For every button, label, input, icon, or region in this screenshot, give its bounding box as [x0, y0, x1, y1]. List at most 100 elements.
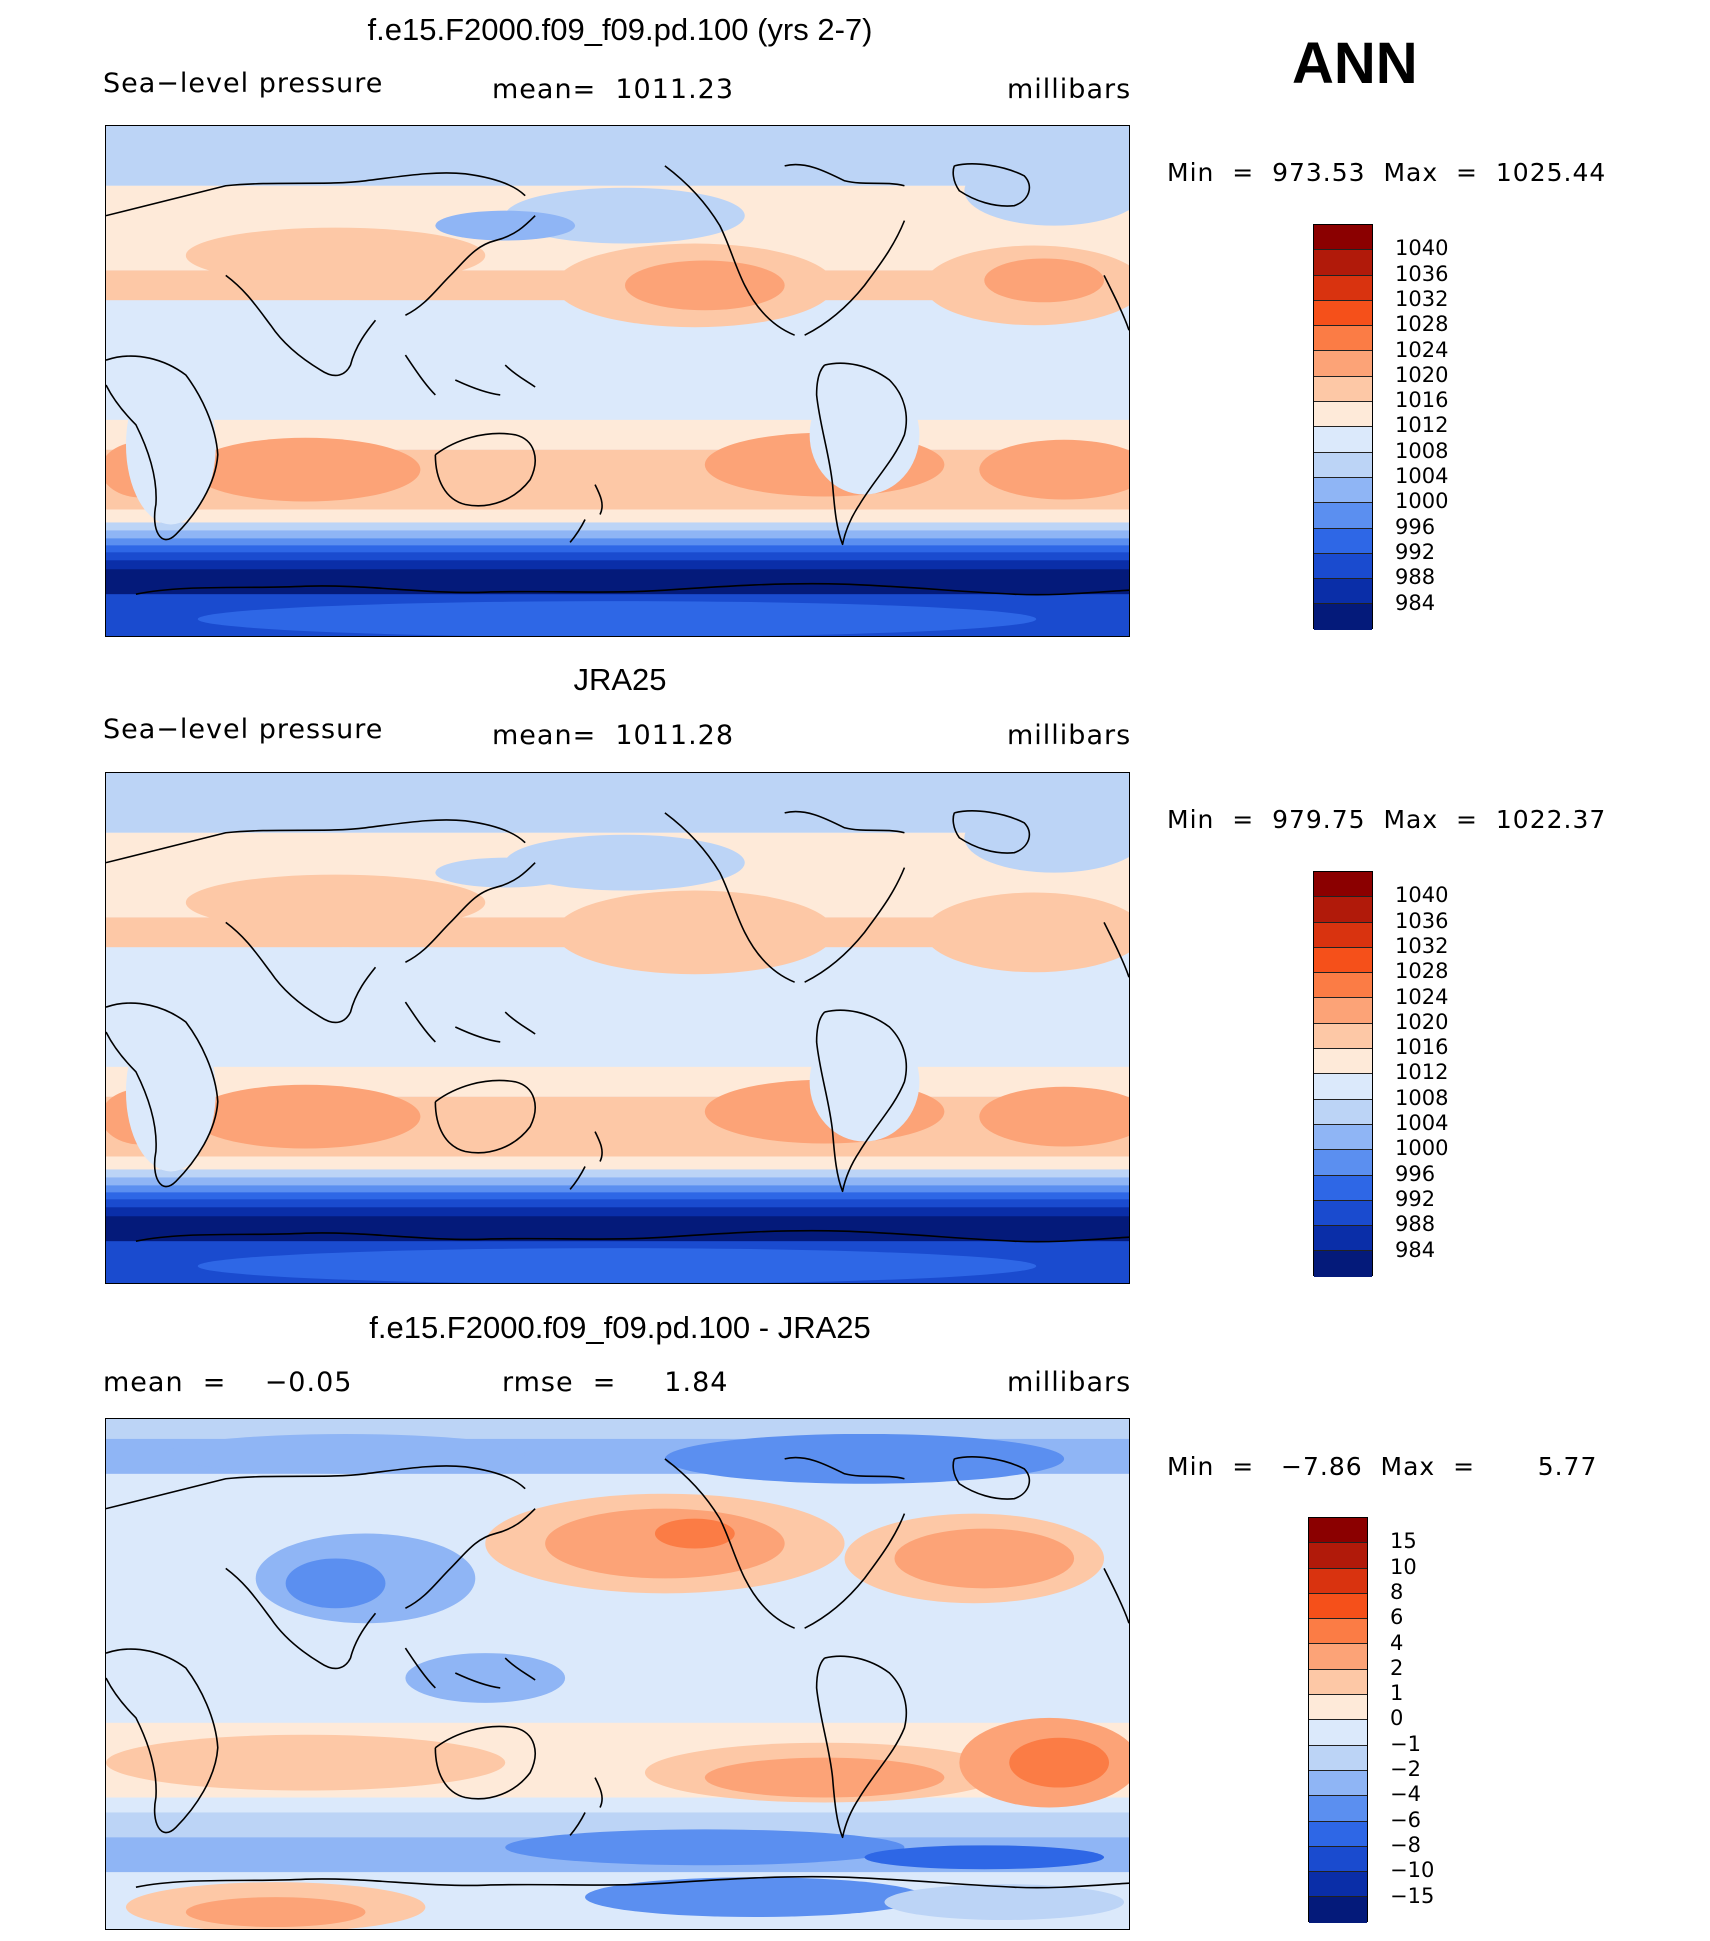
- colorbar-label: 1012: [1395, 1060, 1449, 1085]
- colorbar-label: 1008: [1395, 1085, 1449, 1110]
- colorbar-swatches: [1308, 1517, 1368, 1923]
- coastline: [106, 1648, 219, 1834]
- colorbar-label: 8: [1390, 1579, 1404, 1604]
- colorbar-swatch: [1314, 998, 1372, 1024]
- contour-field: [106, 126, 1129, 636]
- colorbar-swatch: [1314, 225, 1372, 251]
- panel-2-right-label: millibars: [1007, 720, 1132, 751]
- colorbar-label: 996: [1395, 1161, 1436, 1186]
- colorbar-swatch: [1314, 1251, 1372, 1277]
- colorbar-swatch: [1314, 1226, 1372, 1252]
- colorbar-label: 4: [1390, 1630, 1404, 1655]
- coastline: [225, 1567, 377, 1670]
- coastline: [1103, 922, 1129, 978]
- colorbar-swatch: [1314, 1074, 1372, 1100]
- coastline: [106, 819, 526, 864]
- colorbar-label: 996: [1395, 514, 1436, 539]
- colorbar-label: −1: [1390, 1731, 1421, 1756]
- colorbar-label: 1020: [1395, 1009, 1449, 1034]
- colorbar-label: 1036: [1395, 908, 1449, 933]
- colorbar-swatch: [1314, 427, 1372, 453]
- colorbar-label: 1040: [1395, 236, 1449, 261]
- colorbar-swatch: [1314, 275, 1372, 301]
- colorbar-label: 984: [1395, 1237, 1436, 1262]
- coastline: [135, 1229, 1129, 1243]
- coastline: [225, 274, 377, 377]
- colorbar-swatch: [1309, 1897, 1367, 1923]
- colorbar-swatch: [1314, 1049, 1372, 1075]
- contour-field: [106, 773, 1129, 1283]
- coastline: [434, 1079, 536, 1154]
- coastline: [106, 1465, 526, 1510]
- coastline: [815, 362, 908, 546]
- colorbar-swatch: [1309, 1518, 1367, 1544]
- colorbar-label: 1028: [1395, 312, 1449, 337]
- colorbar-label: 1012: [1395, 413, 1449, 438]
- colorbar-label: 1004: [1395, 464, 1449, 488]
- panel-2-map: [105, 772, 1130, 1284]
- colorbar-swatch: [1314, 326, 1372, 352]
- panel-1-right-label: millibars: [1007, 74, 1132, 105]
- panel-1-title: f.e15.F2000.f09_f09.pd.100 (yrs 2-7): [367, 12, 873, 47]
- panel-2-left-label: Sea−level pressure: [103, 714, 384, 745]
- colorbar-label: 988: [1395, 565, 1436, 590]
- coastline: [952, 163, 1031, 207]
- colorbar-swatch: [1314, 973, 1372, 999]
- colorbar-swatch: [1314, 947, 1372, 974]
- coastline: [569, 1131, 603, 1190]
- colorbar-swatch: [1314, 528, 1372, 554]
- colorbar-swatch: [1309, 1821, 1367, 1847]
- colorbar-label: 15: [1390, 1529, 1417, 1554]
- coastline: [784, 810, 906, 983]
- colorbar-swatch: [1314, 553, 1372, 580]
- colorbar-swatch: [1314, 1150, 1372, 1176]
- colorbar-label: 1000: [1395, 489, 1449, 514]
- coastline: [434, 432, 536, 507]
- colorbar-label: 1040: [1395, 883, 1449, 908]
- colorbar-label: 1028: [1395, 959, 1449, 984]
- coastline: [952, 1456, 1031, 1500]
- panel-3-left-label: mean = −0.05: [103, 1367, 353, 1398]
- colorbar-swatch: [1314, 604, 1372, 630]
- colorbar-swatch: [1314, 376, 1372, 403]
- coastline: [135, 582, 1129, 596]
- colorbar-label: 1004: [1395, 1111, 1449, 1135]
- colorbar-swatch: [1309, 1543, 1367, 1569]
- colorbar-swatch: [1309, 1644, 1367, 1670]
- colorbar-swatch: [1309, 1872, 1367, 1898]
- coastline: [815, 1009, 908, 1193]
- coastline: [784, 163, 906, 336]
- panel-3-map: [105, 1418, 1130, 1930]
- colorbar-swatches: [1313, 871, 1373, 1277]
- panel-3-center-label: rmse = 1.84: [502, 1367, 729, 1398]
- coastline: [1103, 275, 1129, 331]
- coastline: [405, 215, 536, 316]
- colorbar-label: 1000: [1395, 1136, 1449, 1161]
- coastline: [135, 1875, 1129, 1889]
- colorbar-label: 1036: [1395, 261, 1449, 286]
- colorbar-swatch: [1309, 1695, 1367, 1721]
- colorbar-swatch: [1314, 351, 1372, 377]
- colorbar-swatch: [1314, 250, 1372, 276]
- colorbar-label: 988: [1395, 1212, 1436, 1237]
- panel-3-right-label: millibars: [1007, 1367, 1132, 1398]
- colorbar-swatch: [1314, 300, 1372, 327]
- colorbar-label: 1020: [1395, 362, 1449, 387]
- panel-2-minmax: Min = 979.75 Max = 1022.37: [1167, 805, 1607, 834]
- colorbar-swatches: [1313, 224, 1373, 630]
- coastline: [569, 1777, 603, 1836]
- colorbar-label: −6: [1390, 1807, 1421, 1832]
- colorbar-label: 1016: [1395, 1035, 1449, 1060]
- colorbar-swatch: [1314, 897, 1372, 923]
- coastline: [664, 165, 795, 336]
- colorbar-label: 1: [1390, 1681, 1404, 1706]
- colorbar-label: −4: [1390, 1782, 1421, 1807]
- colorbar-swatch: [1309, 1593, 1367, 1620]
- colorbar-swatch: [1314, 922, 1372, 948]
- colorbar-label: −2: [1390, 1757, 1421, 1781]
- coastline: [404, 1647, 536, 1689]
- colorbar-label: 10: [1390, 1554, 1417, 1579]
- colorbar-swatch: [1314, 402, 1372, 428]
- colorbar-label: 1032: [1395, 286, 1449, 311]
- colorbar-swatch: [1314, 1124, 1372, 1151]
